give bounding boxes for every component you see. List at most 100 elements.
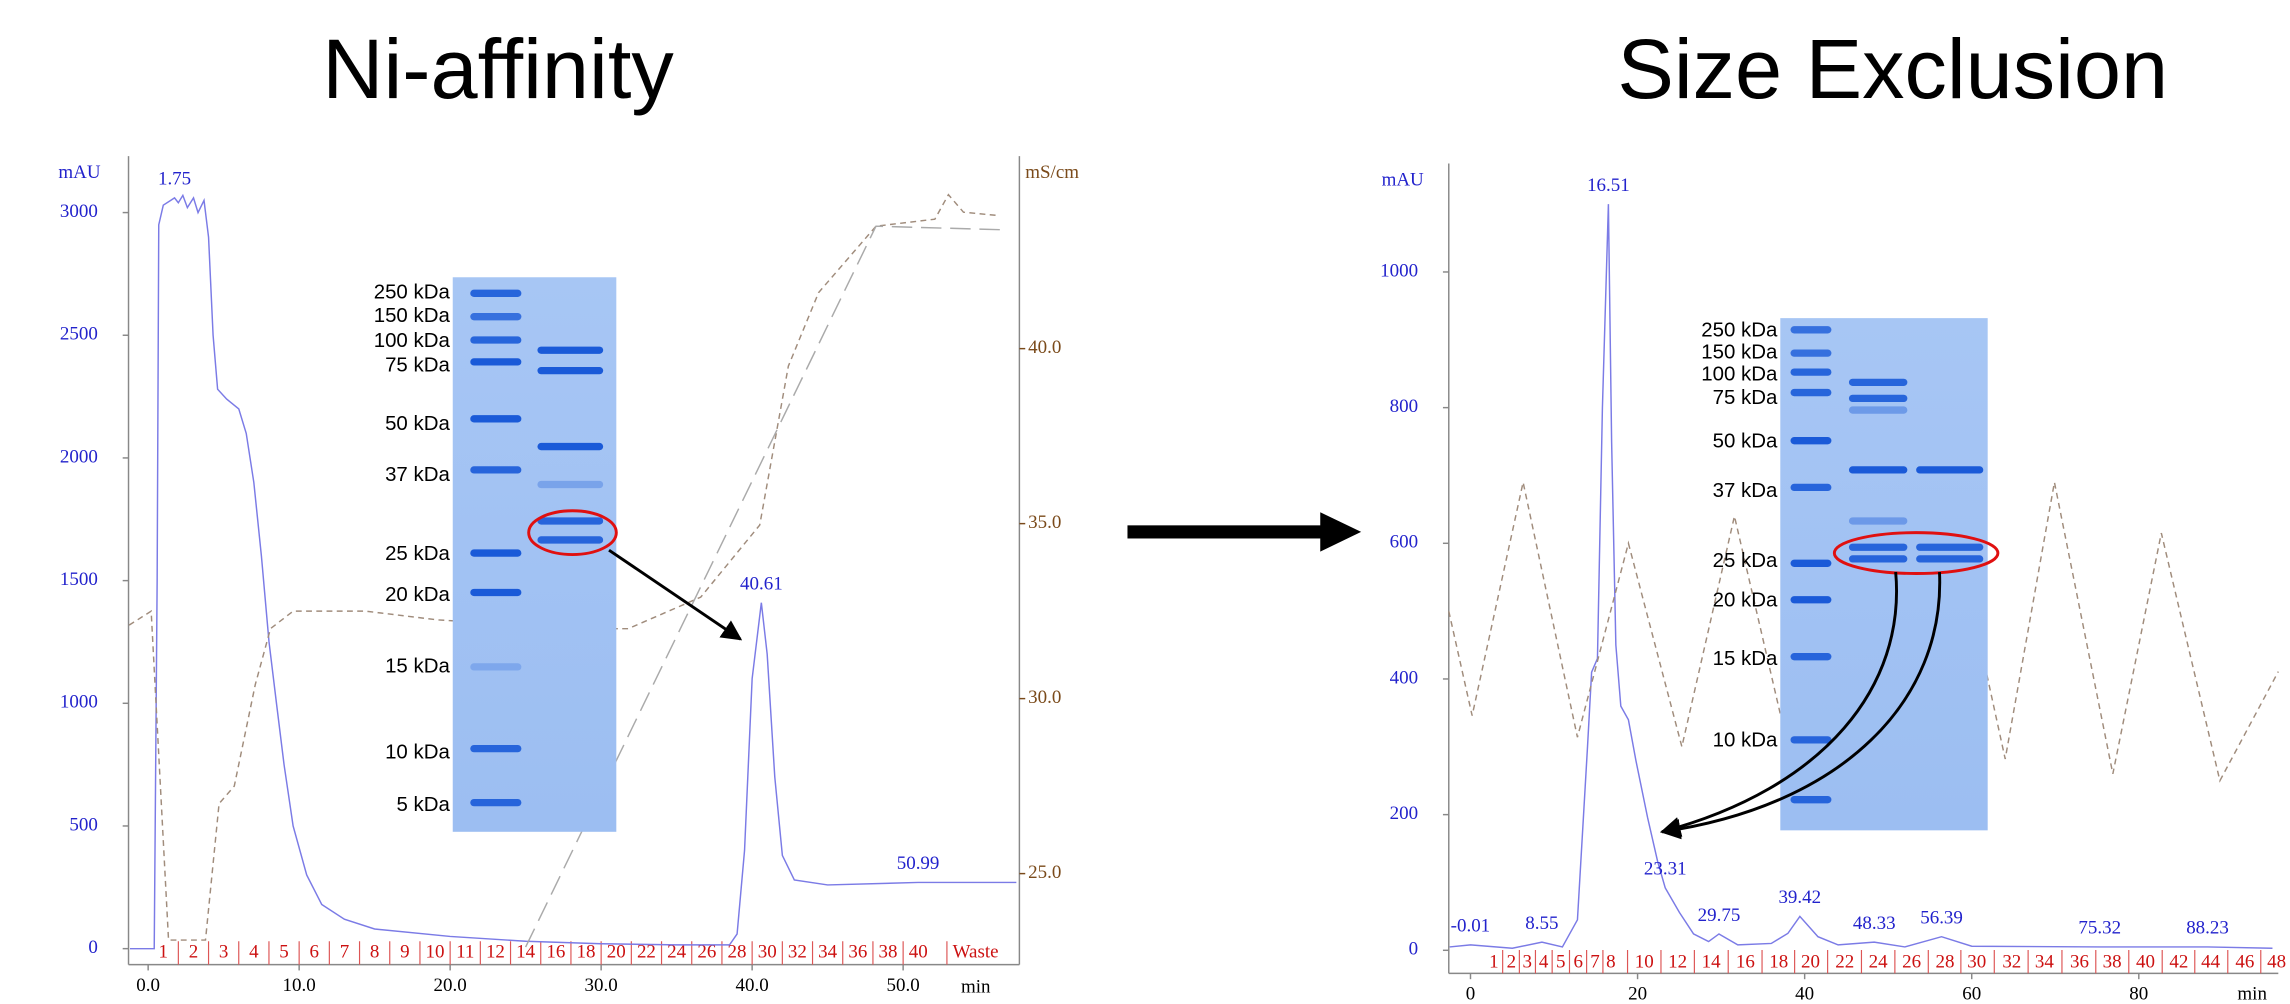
y-tick-label: 2500 <box>60 324 98 345</box>
fraction-label: 2 <box>189 941 198 962</box>
arrow-head <box>1320 512 1362 552</box>
x-tick-label: 50.0 <box>887 975 920 996</box>
fraction-label: 3 <box>219 941 228 962</box>
ladder-band <box>1790 596 1832 604</box>
y2-tick-label: 25.0 <box>1028 862 1061 883</box>
sample-band <box>537 442 604 451</box>
ladder-band <box>470 588 522 597</box>
process-arrow <box>1127 512 1362 552</box>
arrow-shaft <box>1127 525 1327 539</box>
fraction-label: 40 <box>909 941 928 962</box>
fraction-label: 28 <box>728 941 747 962</box>
y2-tick-label: 35.0 <box>1028 512 1061 533</box>
fraction-label: 40 <box>2136 952 2155 973</box>
gel-marker-label: 25 kDa <box>385 543 450 565</box>
fraction-label: 6 <box>310 941 319 962</box>
sample-band <box>1916 466 1984 474</box>
pointer-arrow <box>1660 571 1898 837</box>
x-axis-label: min <box>2237 984 2267 1004</box>
y-tick-label: 3000 <box>60 201 98 222</box>
gel-marker-label: 250 kDa <box>374 282 451 304</box>
gel-marker-label: 25 kDa <box>1713 550 1778 572</box>
ladder-band <box>1790 559 1832 567</box>
fraction-label: 24 <box>1869 952 1888 973</box>
fraction-label: 32 <box>788 941 807 962</box>
peak-label: 48.33 <box>1853 913 1896 934</box>
fraction-label: 7 <box>1590 952 1599 973</box>
x-tick-label: 40.0 <box>736 975 769 996</box>
gel-marker-label: 15 kDa <box>1713 648 1778 670</box>
peak-label: 39.42 <box>1778 887 1821 908</box>
gel-marker-label: 150 kDa <box>374 305 451 327</box>
gel-marker-label: 50 kDa <box>385 413 450 435</box>
fraction-label: 18 <box>1769 952 1788 973</box>
sample-band <box>1848 466 1908 474</box>
ladder-band <box>470 744 522 753</box>
highlight-ellipse <box>527 509 618 556</box>
fraction-label: 8 <box>370 941 379 962</box>
x-tick-label: 80 <box>2129 984 2148 1004</box>
gel-marker-label: 20 kDa <box>1713 590 1778 612</box>
fraction-label: 12 <box>486 941 505 962</box>
ladder-band <box>1790 326 1832 334</box>
peak-label: 50.99 <box>897 853 940 874</box>
y-tick-label: 0 <box>1409 939 1418 960</box>
fraction-label: 1 <box>1489 952 1498 973</box>
fraction-label: 5 <box>1556 952 1565 973</box>
fraction-label: 10 <box>426 941 445 962</box>
peak-label: 88.23 <box>2186 918 2229 939</box>
ladder-band <box>470 358 522 366</box>
fraction-label: 2 <box>1507 952 1516 973</box>
peak-label: -0.01 <box>1451 916 1491 937</box>
gel-marker-label: 75 kDa <box>385 355 450 377</box>
ladder-band <box>470 663 522 671</box>
chart: Size Exclusion mAU min 0 200 400 600 800 1000 0 20… <box>1380 21 2286 1004</box>
y2-tick-label: 30.0 <box>1028 687 1061 708</box>
ladder-band <box>470 549 522 557</box>
gel-marker-label: 10 kDa <box>1713 730 1778 752</box>
series-line <box>524 225 1000 948</box>
ladder-band <box>470 415 522 423</box>
x-tick-label: 0 <box>1466 984 1475 1004</box>
sample-band <box>1916 555 1984 563</box>
ladder-band <box>1790 349 1832 357</box>
chart-title: Size Exclusion <box>1617 21 2168 116</box>
y-tick-label: 400 <box>1390 667 1418 688</box>
gel-marker-label: 37 kDa <box>1713 480 1778 502</box>
y2-axis-label: mS/cm <box>1025 162 1079 183</box>
y-axis-label: mAU <box>58 162 100 183</box>
fraction-label: 9 <box>400 941 409 962</box>
y-tick-label: 200 <box>1390 803 1418 824</box>
ladder-band <box>1790 437 1832 445</box>
fraction-label: 14 <box>516 941 535 962</box>
sample-band <box>1848 517 1908 525</box>
fraction-label: Waste <box>953 941 999 962</box>
fraction-label: 14 <box>1702 952 1721 973</box>
gel-marker-label: 20 kDa <box>385 584 450 606</box>
pointer-arrow <box>608 548 743 641</box>
fraction-label: 36 <box>2070 952 2089 973</box>
y-tick-label: 1500 <box>60 569 98 590</box>
fraction-label: 38 <box>879 941 898 962</box>
x-tick-label: 10.0 <box>283 975 316 996</box>
gel-marker-label: 250 kDa <box>1701 320 1778 342</box>
fraction-label: 12 <box>1668 952 1687 973</box>
ladder-band <box>1790 368 1832 376</box>
fraction-label: 26 <box>697 941 716 962</box>
y2-tick-label: 40.0 <box>1028 337 1061 358</box>
peak-label: 1.75 <box>158 169 191 190</box>
gel-marker-label: 5 kDa <box>396 794 450 816</box>
peak-label: 40.61 <box>740 574 783 595</box>
fraction-label: 34 <box>818 941 837 962</box>
peak-label: 23.31 <box>1644 859 1687 880</box>
gel-marker-label: 15 kDa <box>385 655 450 677</box>
fraction-label: 38 <box>2103 952 2122 973</box>
ladder-band <box>1790 653 1832 661</box>
fraction-label: 48 <box>2267 952 2286 973</box>
peak-label: 8.55 <box>1525 913 1558 934</box>
gel-marker-label: 150 kDa <box>1701 342 1778 364</box>
